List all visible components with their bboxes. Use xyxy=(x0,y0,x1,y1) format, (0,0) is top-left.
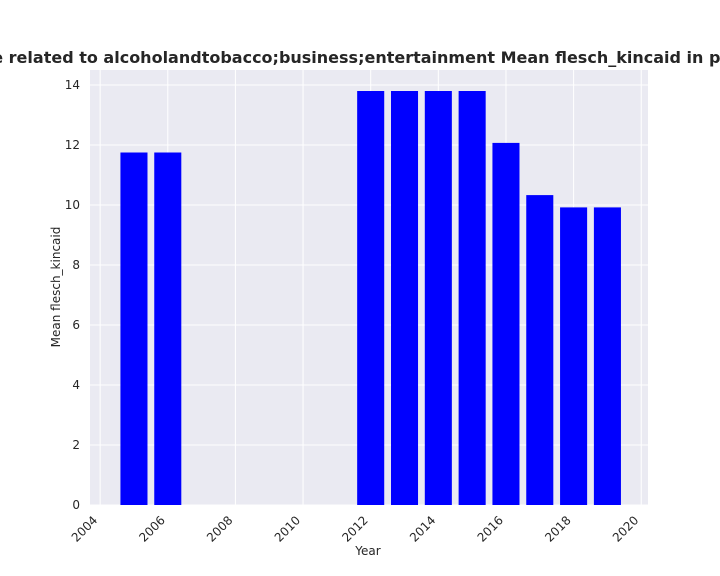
bar-2017 xyxy=(526,195,554,505)
x-tick-label: 2012 xyxy=(339,513,370,544)
y-tick-label: 6 xyxy=(72,318,80,332)
y-tick-label: 2 xyxy=(72,438,80,452)
x-tick-label: 2010 xyxy=(272,513,303,544)
y-tick-label: 14 xyxy=(65,78,80,92)
y-tick-label: 8 xyxy=(72,258,80,272)
x-tick-labels: 2004 2006 2008 2010 2012 2014 2016 2018 2020 xyxy=(69,513,642,544)
bar-2018 xyxy=(560,207,588,505)
x-tick-label: 2014 xyxy=(407,513,438,544)
bar-2015 xyxy=(458,91,486,505)
bar-2019 xyxy=(593,207,621,505)
x-tick-label: 2004 xyxy=(69,513,100,544)
y-tick-label: 10 xyxy=(65,198,80,212)
x-tick-label: 2020 xyxy=(610,513,641,544)
y-tick-labels: 0 2 4 6 8 10 12 14 xyxy=(65,78,80,512)
y-tick-label: 4 xyxy=(72,378,80,392)
bar-2006 xyxy=(154,152,182,505)
bar-2014 xyxy=(424,91,452,505)
bar-2005 xyxy=(120,152,148,505)
x-axis-label: Year xyxy=(354,544,380,558)
bar-2012 xyxy=(357,91,385,505)
y-axis-label: Mean flesch_kincaid xyxy=(49,227,63,348)
y-tick-label: 12 xyxy=(65,138,80,152)
bars xyxy=(120,91,621,505)
bar-2013 xyxy=(390,91,419,505)
x-tick-label: 2008 xyxy=(204,513,235,544)
chart-title: Categories are related to alcoholandtoba… xyxy=(0,48,720,67)
y-tick-label: 0 xyxy=(72,498,80,512)
bar-2016 xyxy=(492,142,520,505)
x-tick-label: 2016 xyxy=(475,513,506,544)
x-tick-label: 2018 xyxy=(542,513,573,544)
x-tick-label: 2006 xyxy=(136,513,167,544)
